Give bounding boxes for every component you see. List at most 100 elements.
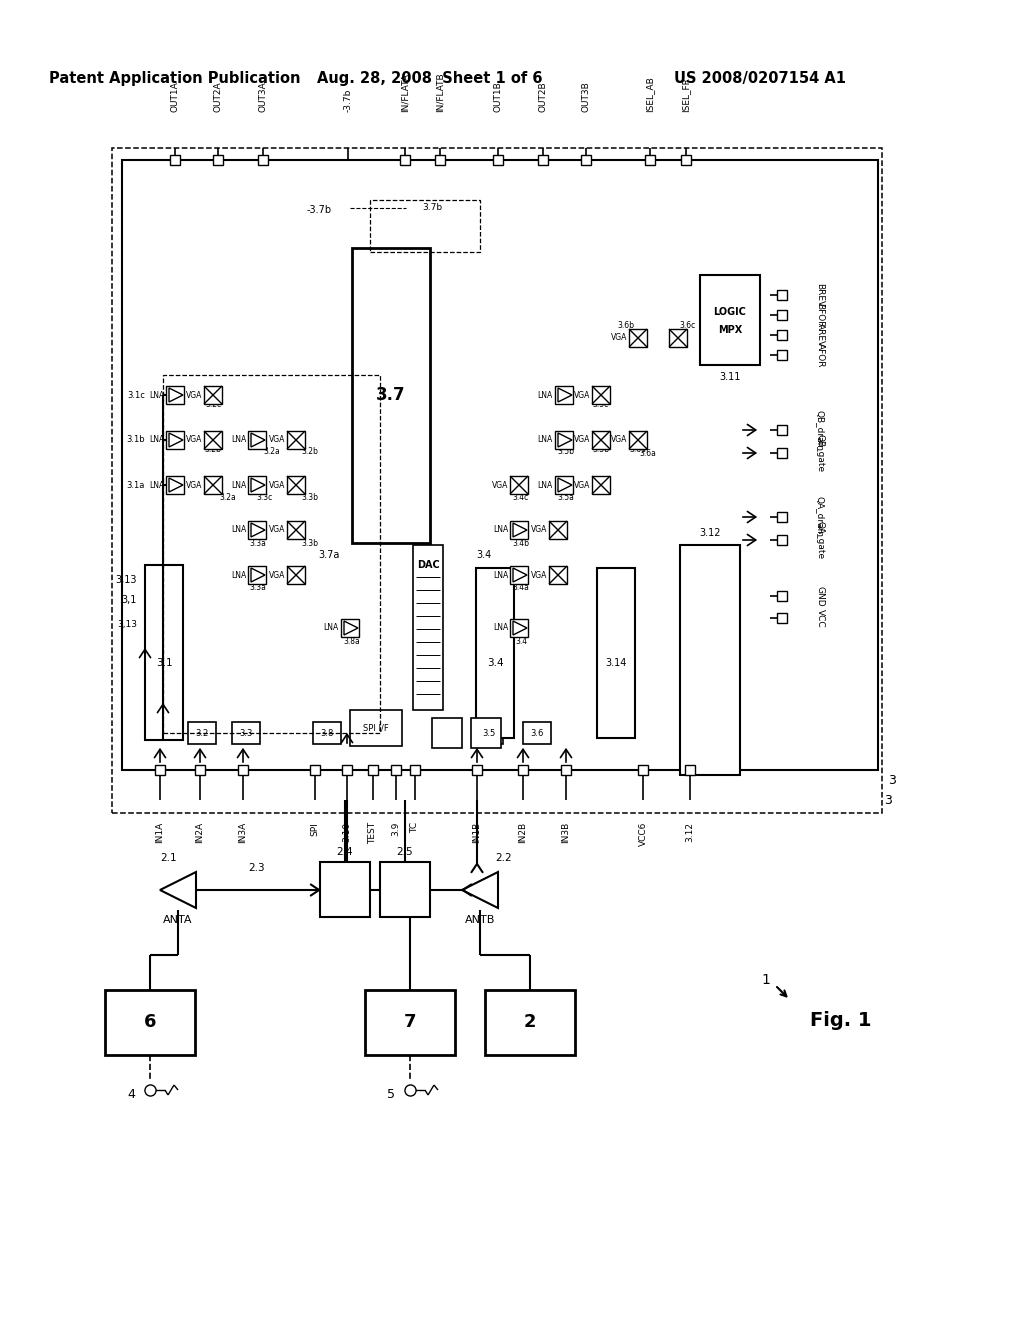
- Text: VGA: VGA: [185, 391, 202, 400]
- Text: TEST: TEST: [369, 822, 378, 843]
- Bar: [163, 375, 380, 733]
- Text: 7: 7: [403, 1012, 416, 1031]
- Text: VCC: VCC: [815, 609, 824, 627]
- Bar: [518, 766, 528, 775]
- Bar: [555, 385, 573, 404]
- Text: Patent Application Publication: Patent Application Publication: [49, 70, 301, 86]
- Bar: [680, 545, 740, 775]
- Text: VGA: VGA: [268, 570, 285, 579]
- Bar: [188, 722, 216, 744]
- Bar: [166, 477, 184, 494]
- Bar: [456, 375, 673, 733]
- Text: 3.1b: 3.1b: [126, 436, 145, 445]
- Bar: [368, 766, 378, 775]
- Text: LNA: LNA: [148, 391, 164, 400]
- Bar: [112, 148, 882, 813]
- Text: LNA: LNA: [538, 436, 553, 445]
- Text: VGA: VGA: [610, 334, 627, 342]
- Text: 3.2b: 3.2b: [205, 445, 221, 454]
- Text: 2: 2: [523, 1012, 537, 1031]
- Bar: [370, 201, 480, 252]
- Bar: [777, 535, 787, 545]
- Bar: [476, 568, 514, 738]
- Text: VGA: VGA: [185, 480, 202, 490]
- Text: VGA: VGA: [492, 480, 508, 490]
- Text: 2.2: 2.2: [495, 853, 512, 863]
- Text: 3.3c: 3.3c: [257, 492, 273, 502]
- Text: IN2A: IN2A: [196, 822, 205, 843]
- Text: IN/FLATB: IN/FLATB: [435, 73, 444, 112]
- Bar: [597, 568, 635, 738]
- Text: 3.4a: 3.4a: [513, 583, 529, 593]
- Bar: [638, 766, 648, 775]
- Text: 3.1c: 3.1c: [127, 391, 145, 400]
- Text: 3.2b: 3.2b: [301, 447, 318, 457]
- Text: VGA: VGA: [573, 480, 590, 490]
- Text: 3.5: 3.5: [482, 729, 496, 738]
- Bar: [258, 154, 268, 165]
- Text: 2.3: 2.3: [248, 863, 264, 873]
- Text: ISEL_AB: ISEL_AB: [645, 77, 654, 112]
- Text: TC: TC: [411, 822, 420, 833]
- Bar: [777, 447, 787, 458]
- Text: OUT2A: OUT2A: [213, 82, 222, 112]
- Text: 2.4: 2.4: [337, 847, 353, 857]
- Text: 3.14: 3.14: [605, 657, 627, 668]
- Bar: [777, 591, 787, 601]
- Text: 3,1: 3,1: [122, 595, 137, 605]
- Text: MPX: MPX: [718, 325, 742, 335]
- Text: 3.10: 3.10: [342, 822, 351, 842]
- Text: 3.6a: 3.6a: [640, 449, 656, 458]
- Text: 3: 3: [888, 774, 896, 787]
- Bar: [391, 766, 401, 775]
- Bar: [204, 385, 222, 404]
- Text: 3.6a: 3.6a: [630, 445, 646, 454]
- Bar: [413, 545, 443, 710]
- Bar: [475, 722, 503, 744]
- Text: 3.7: 3.7: [376, 387, 406, 404]
- Text: QB_gate: QB_gate: [815, 434, 824, 473]
- Text: LNA: LNA: [538, 480, 553, 490]
- Text: LNA: LNA: [493, 525, 508, 535]
- Bar: [287, 477, 305, 494]
- Text: 3.6: 3.6: [530, 729, 544, 738]
- Text: 3.11: 3.11: [719, 372, 740, 381]
- Bar: [204, 432, 222, 449]
- Text: SPI I/F: SPI I/F: [364, 723, 389, 733]
- Bar: [287, 432, 305, 449]
- Text: QA_gate: QA_gate: [815, 521, 824, 560]
- Bar: [248, 566, 266, 583]
- Bar: [777, 310, 787, 319]
- Text: GND: GND: [815, 586, 824, 606]
- Text: SPI: SPI: [310, 822, 319, 836]
- Text: OUT3B: OUT3B: [582, 82, 591, 112]
- Text: LNA: LNA: [324, 623, 339, 632]
- Text: 3.6b: 3.6b: [617, 322, 635, 330]
- Text: VGA: VGA: [185, 436, 202, 445]
- Text: Fig. 1: Fig. 1: [810, 1011, 871, 1030]
- Bar: [213, 154, 223, 165]
- Text: QB_drain: QB_drain: [815, 409, 824, 450]
- Text: BFOR: BFOR: [815, 302, 824, 327]
- Text: -3.7b: -3.7b: [307, 205, 332, 215]
- Bar: [561, 766, 571, 775]
- Bar: [248, 432, 266, 449]
- Text: 2.5: 2.5: [396, 847, 414, 857]
- Text: VGA: VGA: [268, 525, 285, 535]
- Bar: [313, 722, 341, 744]
- Bar: [350, 710, 402, 746]
- Bar: [352, 248, 430, 543]
- Bar: [248, 477, 266, 494]
- Text: IN3B: IN3B: [561, 822, 570, 843]
- Bar: [493, 154, 503, 165]
- Text: OUT1A: OUT1A: [171, 82, 179, 112]
- Text: VGA: VGA: [573, 391, 590, 400]
- Text: AFOR: AFOR: [815, 343, 824, 367]
- Text: 3.9: 3.9: [391, 822, 400, 837]
- Bar: [432, 718, 462, 748]
- Bar: [232, 722, 260, 744]
- Text: IN1A: IN1A: [156, 822, 165, 843]
- Text: OUT3A: OUT3A: [258, 82, 267, 112]
- Bar: [155, 766, 165, 775]
- Text: 3.2: 3.2: [196, 729, 209, 738]
